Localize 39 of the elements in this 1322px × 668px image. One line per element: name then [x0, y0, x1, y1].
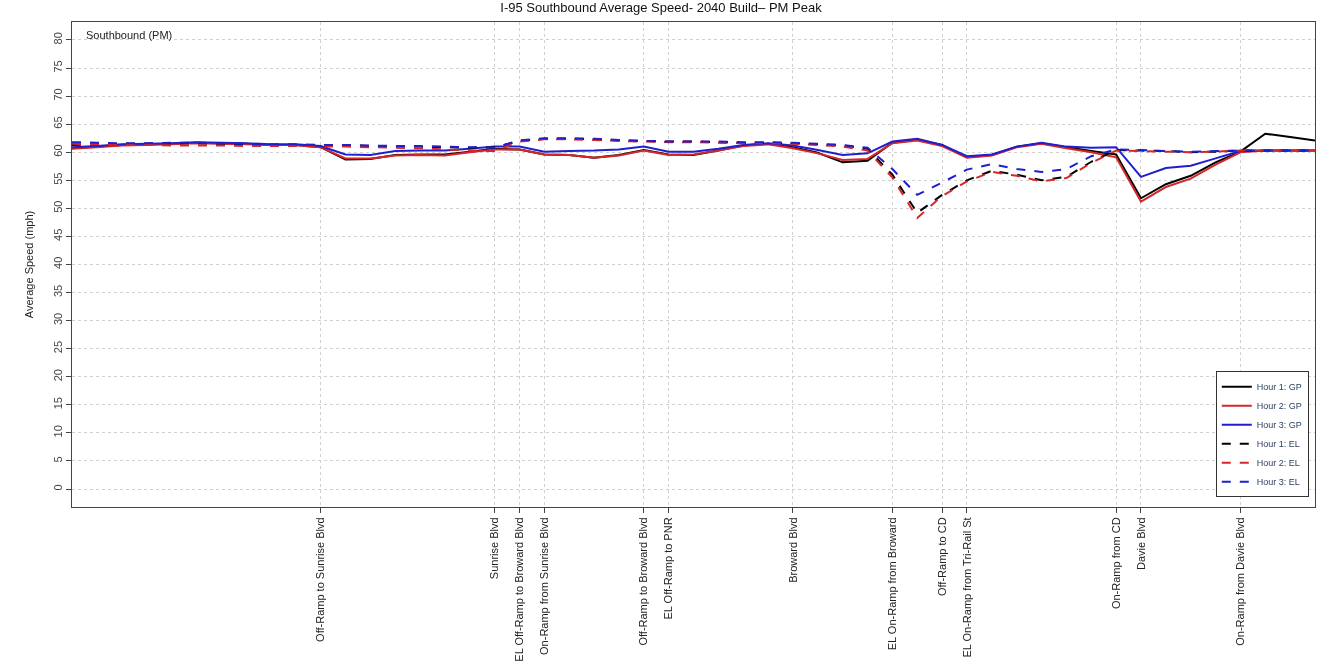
y-tick-label: 45	[51, 228, 64, 241]
annotation: Southbound (PM)	[86, 29, 173, 41]
y-tick-label: 0	[51, 484, 64, 491]
y-tick-label: 70	[51, 88, 64, 101]
y-tick-label: 55	[51, 172, 64, 185]
legend-label: Hour 2: GP	[1256, 401, 1302, 412]
legend-label: Hour 3: GP	[1256, 420, 1302, 431]
y-tick-label: 20	[51, 368, 64, 382]
x-tick-label: Sunrise Blvd	[488, 517, 501, 580]
x-tick-label: On-Ramp from Sunrise Blvd	[537, 517, 550, 655]
y-axis-title: Average Speed (mph)	[23, 210, 36, 319]
x-tick-label: Off-Ramp to Sunrise Blvd	[314, 517, 327, 642]
y-tick-label: 60	[51, 144, 64, 157]
x-tick-label: EL Off-Ramp to Broward Blvd	[513, 517, 526, 662]
x-tick-label: EL Off-Ramp to PNR	[662, 517, 675, 620]
x-tick-label: On-Ramp from Davie Blvd	[1233, 517, 1246, 646]
y-tick-label: 5	[51, 456, 64, 463]
y-tick-label: 25	[51, 340, 64, 354]
y-tick-label: 80	[51, 32, 64, 45]
y-tick-label: 75	[51, 60, 64, 73]
y-tick-label: 65	[51, 116, 64, 129]
legend-label: Hour 2: EL	[1256, 458, 1300, 469]
x-tick-label: Off-Ramp to CD	[935, 517, 948, 597]
x-tick-label: Davie Blvd	[1134, 517, 1147, 570]
y-tick-label: 50	[51, 200, 64, 213]
legend-label: Hour 3: EL	[1256, 477, 1300, 488]
legend-label: Hour 1: GP	[1256, 382, 1302, 393]
y-tick-label: 10	[51, 425, 64, 438]
y-tick-label: 30	[51, 312, 64, 326]
x-tick-label: Off-Ramp to Broward Blvd	[637, 517, 650, 646]
y-tick-label: 15	[51, 397, 64, 410]
x-tick-label: On-Ramp from CD	[1109, 517, 1122, 610]
x-tick-label: EL On-Ramp from Broward	[885, 517, 898, 651]
x-tick-label: Broward Blvd	[786, 517, 799, 583]
x-tick-label: EL On-Ramp from Tri-Rail St	[960, 517, 973, 658]
chart-title: I-95 Southbound Average Speed- 2040 Build– PM Peak	[500, 0, 823, 16]
y-tick-label: 35	[51, 284, 64, 298]
legend-label: Hour 1: EL	[1256, 439, 1300, 450]
y-tick-label: 40	[51, 256, 64, 269]
